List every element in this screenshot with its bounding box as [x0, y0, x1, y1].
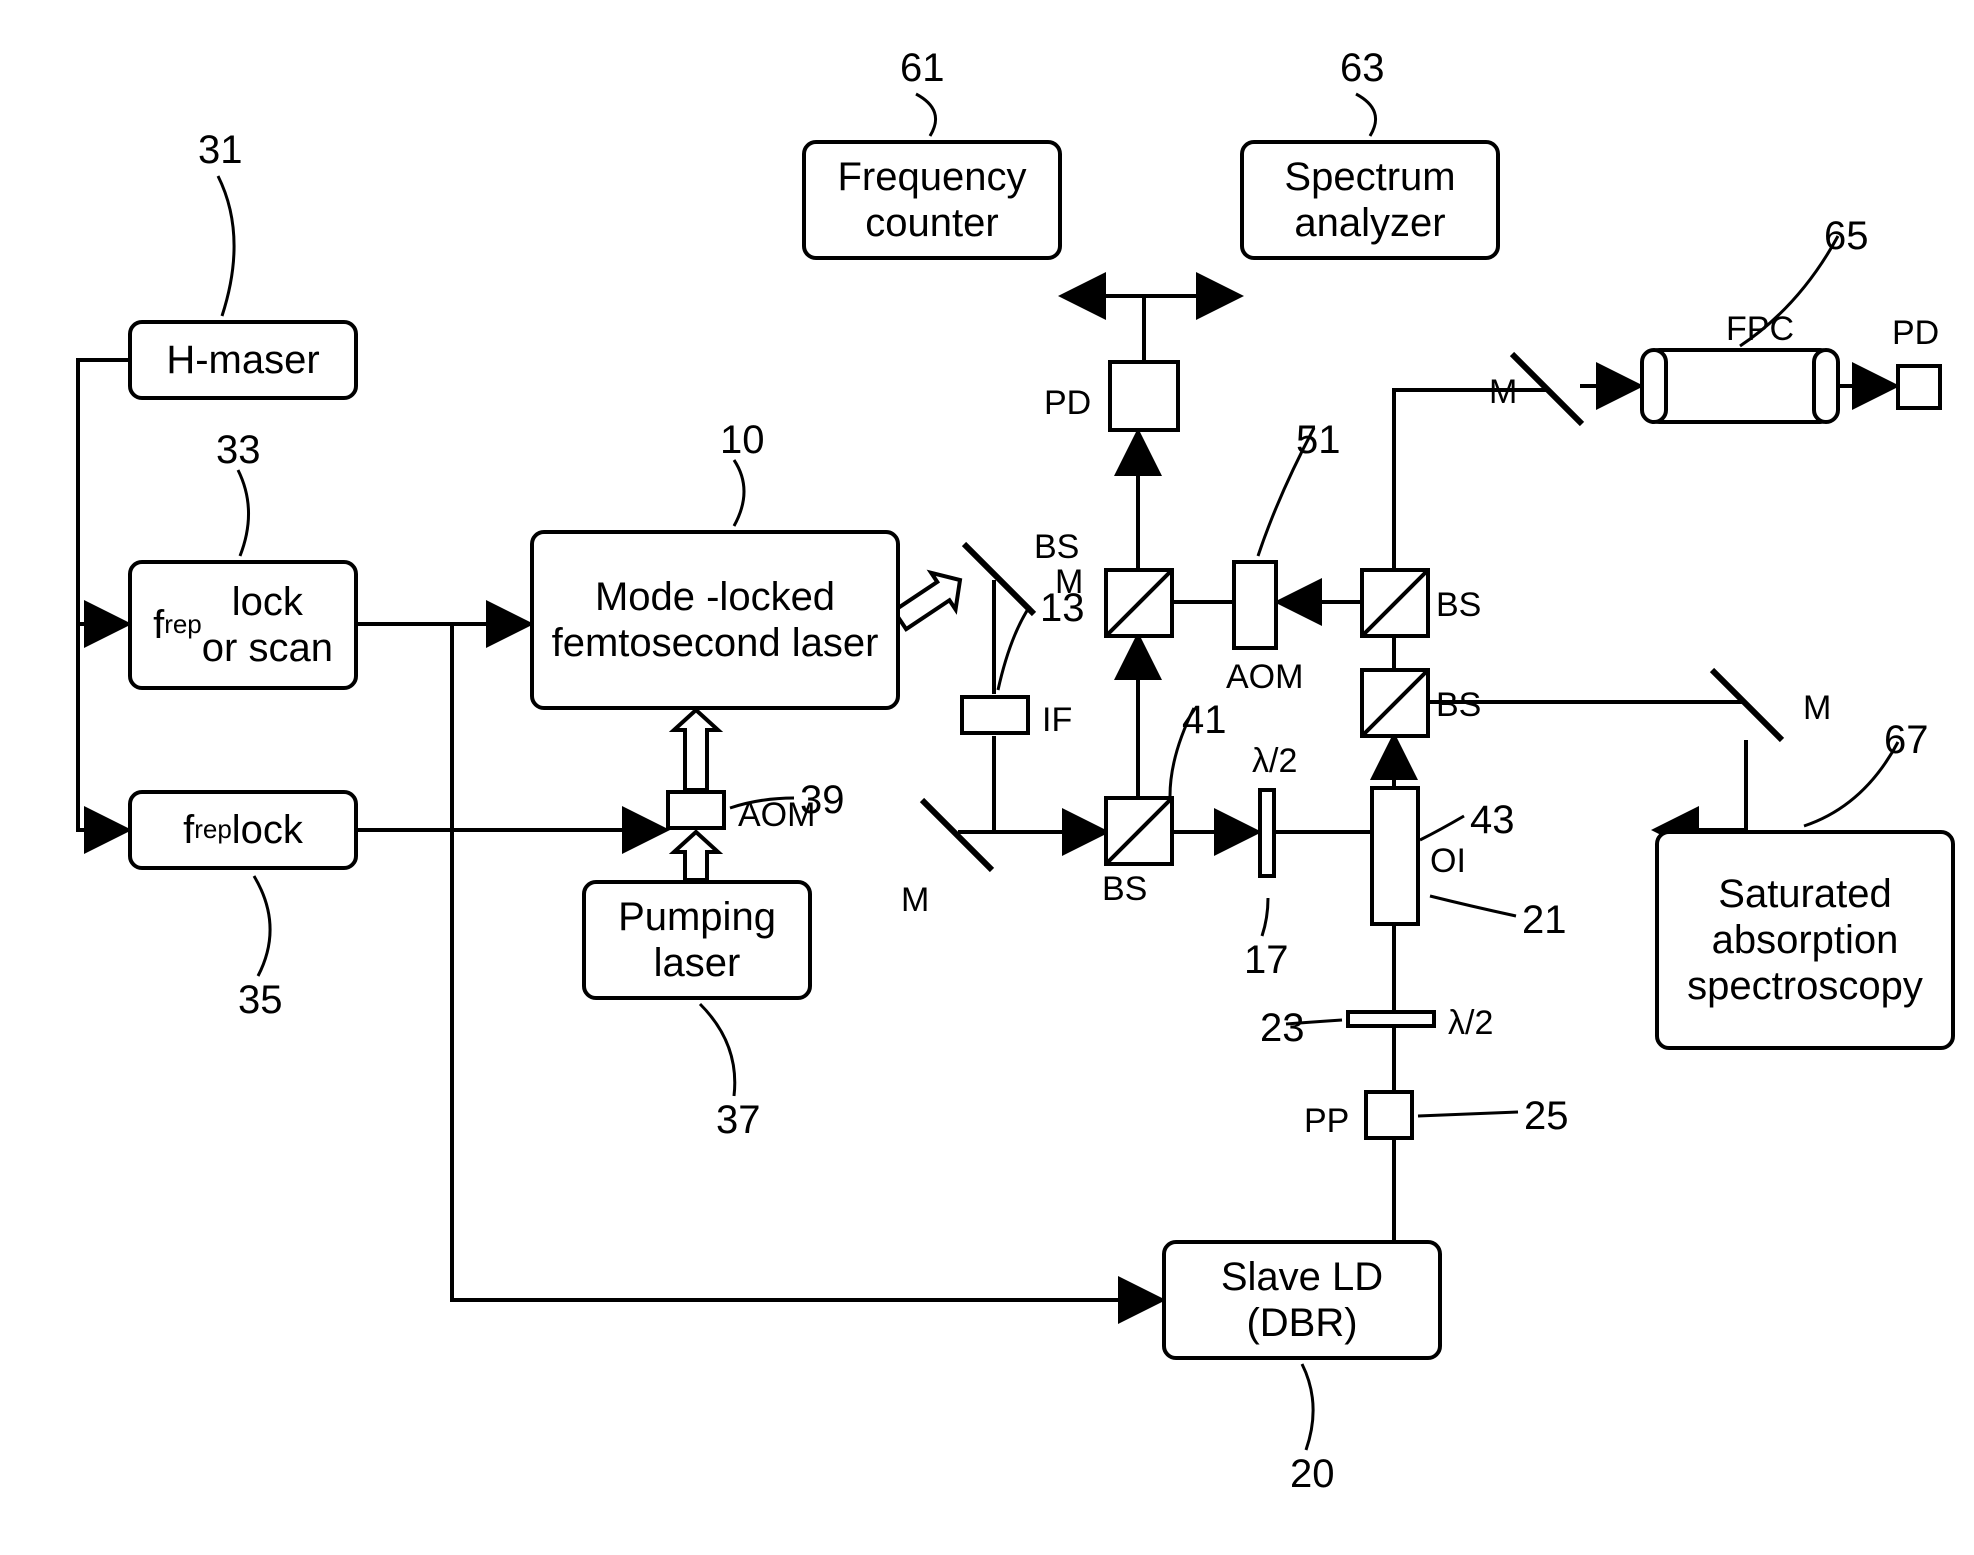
bs-label-bs45: BS: [1436, 588, 1481, 622]
leader-l37: [700, 1004, 735, 1096]
ref-r33: 33: [216, 430, 261, 470]
leader-l21: [1430, 896, 1516, 916]
bs-label-bs41: BS: [1102, 872, 1147, 906]
component-label-hwp23: λ/2: [1448, 1006, 1493, 1040]
component-oi: [1370, 786, 1420, 926]
leader-l63: [1356, 94, 1376, 136]
ref-r20: 20: [1290, 1454, 1335, 1494]
ref-r51: 51: [1296, 420, 1341, 460]
component-label-aom51: AOM: [1226, 660, 1303, 694]
component-label-fpc: FPC: [1726, 312, 1794, 346]
node-frep_lock: frep lock: [128, 790, 358, 870]
node-specan: Spectrum analyzer: [1240, 140, 1500, 260]
open-arrow: [674, 832, 718, 880]
ref-r41: 41: [1182, 700, 1227, 740]
mirror-m2: [922, 800, 992, 870]
component-fpc: [1640, 348, 1840, 424]
component-pp: [1364, 1090, 1414, 1140]
mirror-label-m3: M: [1489, 375, 1517, 409]
leader-l35: [254, 876, 270, 976]
component-label-pd2: PD: [1892, 316, 1939, 350]
node-pump: Pumping laser: [582, 880, 812, 1000]
ref-r63: 63: [1340, 48, 1385, 88]
open-arrow: [894, 573, 960, 629]
component-pd2: [1896, 364, 1942, 410]
ref-r65: 65: [1824, 216, 1869, 256]
leader-l31: [218, 176, 234, 316]
ref-r17: 17: [1244, 940, 1289, 980]
component-aom39: [666, 790, 726, 830]
wire: [78, 360, 128, 830]
bs-bs41: [1106, 798, 1172, 864]
component-hwp23: [1346, 1010, 1436, 1028]
mirror-m1: [964, 544, 1034, 614]
component-label-oi: OI: [1430, 844, 1466, 878]
leader-l25: [1418, 1112, 1518, 1116]
node-frep_scan: frep lockor scan: [128, 560, 358, 690]
ref-r67: 67: [1884, 720, 1929, 760]
bs-label-bs46: BS: [1436, 688, 1481, 722]
ref-r10: 10: [720, 420, 765, 460]
leader-l61: [916, 94, 936, 136]
node-hmaser: H-maser: [128, 320, 358, 400]
fpc-cap-0: [1640, 348, 1668, 424]
mirror-label-m2: M: [901, 883, 929, 917]
bs-bs13: [1106, 570, 1172, 636]
wire: [1062, 296, 1144, 360]
mirror-m4: [1712, 670, 1782, 740]
ref-r13: 13: [1040, 588, 1085, 628]
component-label-pd1: PD: [1044, 386, 1091, 420]
wire: [994, 736, 1106, 832]
wire: [1394, 390, 1546, 570]
component-aom51: [1232, 560, 1278, 650]
component-label-hwp17: λ/2: [1252, 744, 1297, 778]
wire: [358, 624, 452, 830]
component-hwp17: [1258, 788, 1276, 878]
mirror-label-m4: M: [1803, 691, 1831, 725]
ref-r23: 23: [1260, 1008, 1305, 1048]
component-if: [960, 695, 1030, 735]
node-mll: Mode -locked femtosecond laser: [530, 530, 900, 710]
ref-r61: 61: [900, 48, 945, 88]
component-pd1: [1108, 360, 1180, 432]
bs-bs45: [1362, 570, 1428, 636]
wire: [1655, 740, 1746, 830]
leader-l13: [998, 606, 1030, 690]
node-freqcnt: Frequency counter: [802, 140, 1062, 260]
diagram-canvas: H-maser frep lockor scan frep lock Mode -lo…: [0, 0, 1974, 1555]
component-label-if: IF: [1042, 703, 1072, 737]
ref-r43: 43: [1470, 800, 1515, 840]
leader-l33: [238, 470, 249, 556]
open-arrow: [674, 710, 718, 790]
leader-l20: [1302, 1364, 1313, 1450]
ref-r31: 31: [198, 130, 243, 170]
bs-bs46: [1362, 670, 1428, 736]
ref-r35: 35: [238, 980, 283, 1020]
ref-r21: 21: [1522, 900, 1567, 940]
component-label-pp: PP: [1304, 1104, 1349, 1138]
ref-r39: 39: [800, 780, 845, 820]
node-sat: Saturated absorption spectroscopy: [1655, 830, 1955, 1050]
ref-r37: 37: [716, 1100, 761, 1140]
fpc-cap-1: [1812, 348, 1840, 424]
node-slave: Slave LD (DBR): [1162, 1240, 1442, 1360]
mirror-m3: [1512, 354, 1582, 424]
leader-l17: [1262, 898, 1268, 936]
leader-l10: [734, 460, 744, 526]
bs-label-bs13: BS: [1034, 530, 1079, 564]
leader-l43: [1420, 816, 1464, 840]
ref-r25: 25: [1524, 1096, 1569, 1136]
